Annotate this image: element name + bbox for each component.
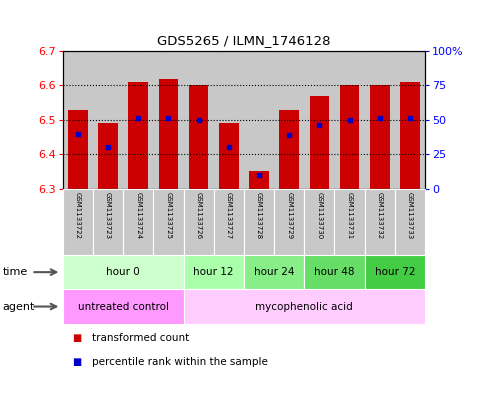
Bar (123, 189, 154, 255)
Text: GSM1133731: GSM1133731 (347, 192, 353, 239)
Text: GSM1133733: GSM1133733 (407, 192, 413, 239)
Bar (63, 189, 93, 255)
Text: GSM1133723: GSM1133723 (105, 192, 111, 239)
Bar (279, 110, 299, 189)
Bar (213, 189, 244, 255)
Bar (123, 51, 154, 189)
Text: GSM1133725: GSM1133725 (166, 192, 171, 239)
Text: GSM1133724: GSM1133724 (135, 192, 141, 239)
Bar (184, 255, 244, 289)
Bar (310, 96, 329, 189)
Bar (304, 189, 335, 255)
Text: hour 48: hour 48 (314, 267, 355, 277)
Bar (184, 51, 213, 189)
Bar (365, 189, 395, 255)
Bar (395, 189, 425, 255)
Bar (244, 51, 274, 189)
Bar (213, 51, 244, 189)
Text: GDS5265 / ILMN_1746128: GDS5265 / ILMN_1746128 (157, 34, 331, 47)
Text: GSM1133730: GSM1133730 (316, 192, 322, 239)
Bar (340, 86, 359, 189)
Bar (184, 189, 213, 255)
Bar (304, 255, 365, 289)
Bar (158, 79, 178, 189)
Bar (335, 189, 365, 255)
Bar (249, 171, 269, 189)
Text: GSM1133729: GSM1133729 (286, 192, 292, 239)
Bar (98, 123, 118, 189)
Bar (365, 255, 425, 289)
Bar (244, 255, 304, 289)
Bar (219, 123, 239, 189)
Text: untreated control: untreated control (78, 301, 169, 312)
Bar (395, 51, 425, 189)
Bar (400, 82, 420, 189)
Bar (304, 51, 334, 189)
Bar (63, 255, 184, 289)
Text: hour 72: hour 72 (375, 267, 415, 277)
Text: agent: agent (2, 301, 35, 312)
Bar (244, 189, 274, 255)
Bar (274, 51, 304, 189)
Text: hour 24: hour 24 (254, 267, 294, 277)
Bar (93, 189, 123, 255)
Text: GSM1133722: GSM1133722 (75, 192, 81, 239)
Bar (334, 51, 365, 189)
Text: percentile rank within the sample: percentile rank within the sample (92, 356, 268, 367)
Text: transformed count: transformed count (92, 333, 189, 343)
Bar (68, 110, 88, 189)
Bar (154, 51, 184, 189)
Bar (154, 189, 184, 255)
Text: GSM1133728: GSM1133728 (256, 192, 262, 239)
Bar (184, 289, 425, 324)
Text: GSM1133732: GSM1133732 (377, 192, 383, 239)
Bar (274, 189, 304, 255)
Bar (93, 51, 123, 189)
Text: GSM1133726: GSM1133726 (196, 192, 201, 239)
Text: hour 0: hour 0 (106, 267, 140, 277)
Text: mycophenolic acid: mycophenolic acid (256, 301, 353, 312)
Bar (189, 86, 209, 189)
Text: time: time (2, 267, 28, 277)
Text: GSM1133727: GSM1133727 (226, 192, 232, 239)
Bar (63, 51, 93, 189)
Bar (128, 82, 148, 189)
Text: ■: ■ (72, 333, 82, 343)
Bar (370, 86, 390, 189)
Bar (63, 289, 184, 324)
Bar (365, 51, 395, 189)
Text: hour 12: hour 12 (194, 267, 234, 277)
Text: ■: ■ (72, 356, 82, 367)
